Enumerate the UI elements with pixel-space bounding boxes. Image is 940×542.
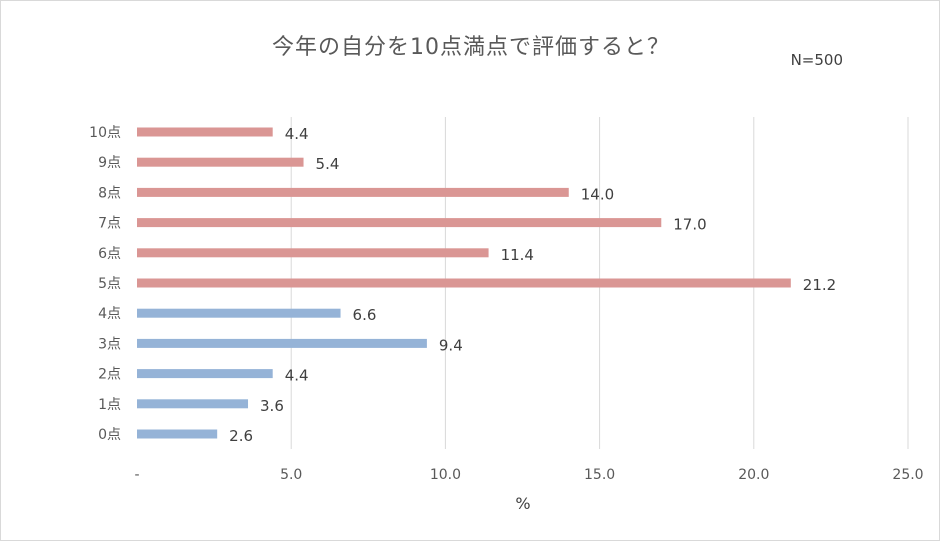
data-label: 14.0 [581,185,614,203]
data-label: 6.6 [353,306,377,324]
x-tick-label: 25.0 [892,467,923,483]
x-tick-label: 15.0 [584,467,615,483]
data-label: 3.6 [260,397,284,415]
category-label: 8点 [98,185,121,201]
category-label: 5点 [98,276,121,292]
bar [137,308,341,318]
x-tick-label: 20.0 [738,467,769,483]
data-label: 21.2 [803,276,836,294]
category-label: 9点 [98,155,121,171]
sample-size-note: N=500 [790,51,843,69]
category-label: 7点 [98,216,121,232]
x-tick-label: 10.0 [430,467,461,483]
bar [137,429,218,439]
bar [137,278,791,288]
x-tick-label: 5.0 [280,467,302,483]
data-label: 4.4 [285,367,309,385]
chart-title: 今年の自分を10点満点で評価すると？ [272,35,670,60]
data-label: 4.4 [285,125,309,143]
bar [137,338,427,348]
data-label: 11.4 [501,246,534,264]
data-label: 2.6 [229,427,253,445]
category-label: 2点 [98,367,121,383]
bar [137,248,489,258]
category-label: 3点 [98,336,121,352]
category-label: 4点 [98,306,121,322]
data-label: 5.4 [316,155,340,173]
bar [137,399,249,409]
x-tick-label: - [134,467,139,483]
bar [137,218,662,228]
bar [137,187,569,197]
bar [137,157,304,167]
x-axis-label: % [515,494,531,513]
category-label: 10点 [89,125,121,141]
data-label: 9.4 [439,336,463,354]
category-label: 1点 [98,397,121,413]
category-label: 0点 [98,427,121,443]
bar [137,127,273,137]
category-label: 6点 [98,246,121,262]
data-label: 17.0 [673,216,706,234]
bar [137,369,273,379]
